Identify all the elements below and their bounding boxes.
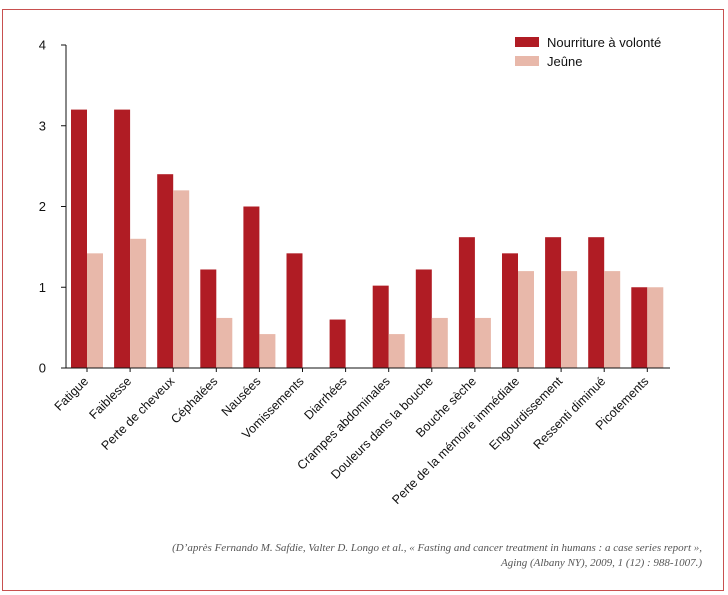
y-tick-label: 4 (39, 38, 46, 53)
x-category-label: Ressenti diminué (531, 374, 609, 452)
y-ticks-group: 0 1 2 3 4 (39, 38, 66, 376)
bar-series-0 (200, 269, 217, 368)
legend-swatch-series-0 (515, 37, 539, 47)
x-category-label: Céphalées (168, 374, 220, 426)
bar-series-0 (157, 174, 174, 368)
bar-series-0 (372, 285, 389, 368)
legend: Nourriture à volonté Jeûne (515, 35, 661, 69)
x-category-label: Engourdissement (487, 374, 566, 453)
x-category-label: Perte de cheveux (99, 374, 178, 453)
source-line-1: (D’après Fernando M. Safdie, Valter D. L… (172, 542, 702, 554)
axes-group (65, 45, 670, 369)
bar-series-0 (415, 269, 432, 368)
bar-series-0 (329, 319, 346, 368)
legend-swatch-series-1 (515, 56, 539, 66)
x-category-label: Nausées (219, 374, 264, 419)
bar-series-0 (243, 206, 260, 368)
legend-label-series-0: Nourriture à volonté (547, 35, 661, 50)
bar-series-0 (286, 253, 303, 368)
bar-series-0 (71, 109, 87, 368)
bar-series-0 (458, 237, 475, 368)
bar-series-0 (114, 109, 131, 368)
bar-series-1 (431, 317, 448, 368)
y-tick-label: 3 (39, 118, 46, 133)
y-tick-label: 2 (39, 199, 46, 214)
bar-series-1 (647, 287, 664, 368)
source-citation: (D’après Fernando M. Safdie, Valter D. L… (82, 541, 702, 571)
bar-series-0 (588, 237, 605, 368)
x-category-label: Fatigue (52, 374, 91, 413)
bar-series-0 (502, 253, 518, 368)
bar-series-1 (561, 271, 578, 368)
bar-series-1 (87, 253, 103, 368)
bar-series-0 (631, 287, 648, 368)
bar-series-1 (216, 317, 233, 368)
y-tick-label: 1 (39, 280, 46, 295)
bar-series-0 (545, 237, 562, 368)
legend-label-series-1: Jeûne (547, 54, 582, 69)
bar-series-1 (474, 317, 491, 368)
bar-series-1 (388, 334, 405, 368)
bar-series-1 (259, 334, 276, 368)
bar-series-1 (518, 271, 534, 368)
bar-series-1 (130, 238, 147, 368)
bar-series-1 (173, 190, 190, 368)
bars-group (71, 109, 664, 368)
y-tick-label: 0 (39, 361, 46, 376)
bar-series-1 (604, 271, 621, 368)
source-line-2: Aging (Albany NY), 2009, 1 (12) : 988-10… (500, 557, 702, 569)
